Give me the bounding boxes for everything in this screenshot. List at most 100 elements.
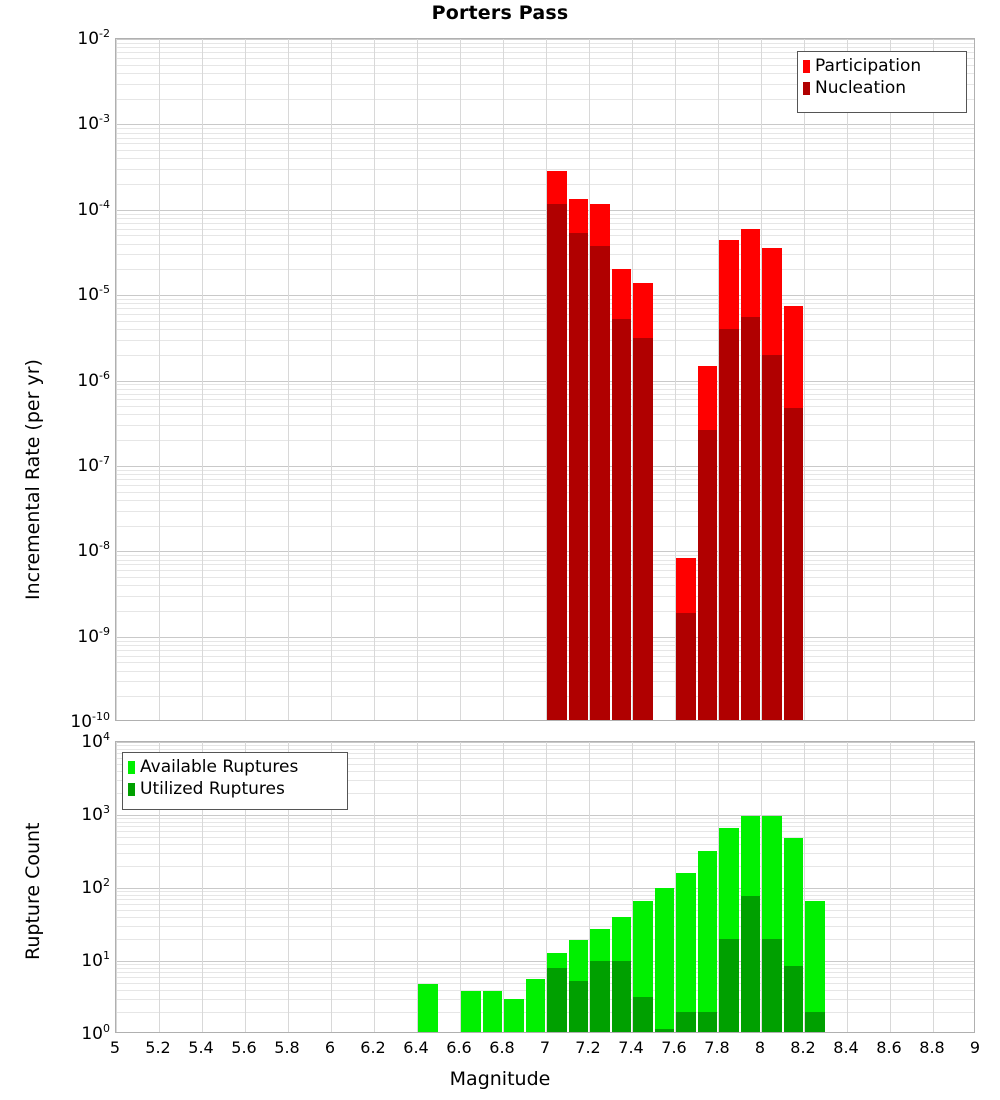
bar-group <box>805 742 825 1032</box>
legend-swatch-icon <box>803 81 810 95</box>
bar-segment-inner <box>762 354 782 720</box>
bar-segment-outer <box>504 999 524 1032</box>
bar-group <box>697 742 717 1032</box>
grid-line-minor <box>116 414 974 415</box>
bar-group <box>568 39 588 720</box>
bar-group <box>504 742 524 1032</box>
grid-line-minor <box>116 656 974 657</box>
grid-line-minor <box>116 214 974 215</box>
grid-line-vertical <box>847 39 848 720</box>
grid-line-minor <box>116 650 974 651</box>
grid-line-minor <box>116 968 974 969</box>
tick-mantissa: 10 <box>81 877 103 898</box>
x-axis-tick-label: 8.8 <box>919 1038 945 1057</box>
bar-segment-inner <box>719 329 739 720</box>
grid-line-major <box>116 39 974 40</box>
top-legend: Participation Nucleation <box>797 51 967 113</box>
bar-group <box>633 742 653 1032</box>
legend-swatch-icon <box>803 59 810 73</box>
bar-segment-inner <box>783 966 803 1032</box>
tick-exponent: -2 <box>99 27 110 41</box>
grid-line-vertical <box>632 39 633 720</box>
bar-group <box>611 742 631 1032</box>
grid-line-minor <box>116 990 974 991</box>
x-axis-tick-label: 8.2 <box>790 1038 816 1057</box>
grid-line-minor <box>116 895 974 896</box>
grid-line-vertical <box>503 742 504 1032</box>
bar-group <box>482 742 502 1032</box>
bar-segment-inner <box>547 968 567 1032</box>
bar-group <box>461 742 481 1032</box>
grid-line-minor <box>116 926 974 927</box>
bar-segment-inner <box>590 960 610 1032</box>
grid-line-minor <box>116 910 974 911</box>
tick-mantissa: 10 <box>77 114 100 135</box>
grid-line-minor <box>116 1012 974 1013</box>
legend-label: Nucleation <box>815 77 907 98</box>
grid-line-vertical <box>589 39 590 720</box>
top-y-axis-ticks: 10-2 10-3 10-4 10-5 10-6 10-7 10-8 10-9 10-10 <box>0 0 110 1100</box>
grid-line-minor <box>116 65 974 66</box>
grid-line-minor <box>116 611 974 612</box>
grid-line-minor <box>116 138 974 139</box>
grid-line-minor <box>116 511 974 512</box>
bar-group <box>740 742 760 1032</box>
grid-line-minor <box>116 425 974 426</box>
legend-row: Available Ruptures <box>128 756 340 778</box>
x-axis-tick-label: 6 <box>324 1038 336 1057</box>
tick-mantissa: 10 <box>77 370 100 391</box>
x-axis-tick-label: 7 <box>539 1038 551 1057</box>
bar-segment-inner <box>740 896 760 1032</box>
grid-line-minor <box>116 474 974 475</box>
legend-label: Participation <box>815 55 922 76</box>
grid-line-minor <box>116 329 974 330</box>
x-axis-tick-label: 6.2 <box>360 1038 386 1057</box>
y-axis-tick-label: 10-7 <box>2 454 110 476</box>
grid-line-minor <box>116 780 974 781</box>
grid-line-minor <box>116 822 974 823</box>
legend-row: Participation <box>803 55 959 77</box>
grid-line-minor <box>116 128 974 129</box>
grid-line-minor <box>116 500 974 501</box>
bar-group <box>547 39 567 720</box>
grid-line-vertical <box>718 742 719 1032</box>
tick-mantissa: 10 <box>77 541 100 562</box>
grid-line-minor <box>116 299 974 300</box>
x-axis-tick-label: 5.4 <box>188 1038 214 1057</box>
grid-line-minor <box>116 143 974 144</box>
grid-line-major <box>116 295 974 296</box>
bottom-legend: Available Ruptures Utilized Ruptures <box>122 752 348 810</box>
bar-segment-outer <box>697 851 717 1032</box>
grid-line-minor <box>116 596 974 597</box>
grid-line-minor <box>116 308 974 309</box>
x-axis-tick-label: 5.8 <box>274 1038 300 1057</box>
grid-line-vertical <box>374 742 375 1032</box>
grid-line-minor <box>116 749 974 750</box>
grid-line-minor <box>116 169 974 170</box>
grid-line-vertical <box>890 39 891 720</box>
x-axis-tick-label: 7.4 <box>618 1038 644 1057</box>
tick-exponent: -3 <box>99 112 110 126</box>
tick-mantissa: 10 <box>81 950 103 971</box>
grid-line-minor <box>116 384 974 385</box>
bar-group <box>783 742 803 1032</box>
grid-line-minor <box>116 555 974 556</box>
bar-group <box>590 39 610 720</box>
grid-line-minor <box>116 133 974 134</box>
x-axis-tick-label: 8.6 <box>876 1038 902 1057</box>
bar-group <box>762 39 782 720</box>
bar-group <box>547 742 567 1032</box>
legend-row: Nucleation <box>803 77 959 99</box>
grid-line-minor <box>116 184 974 185</box>
bar-segment-outer <box>676 873 696 1032</box>
bar-segment-inner <box>633 997 653 1032</box>
grid-line-vertical <box>202 742 203 1032</box>
x-axis-label: Magnitude <box>449 1068 551 1090</box>
tick-exponent: 0 <box>103 1022 110 1036</box>
grid-line-minor <box>116 999 974 1000</box>
bar-group <box>633 39 653 720</box>
grid-line-major <box>116 381 974 382</box>
tick-exponent: 4 <box>103 730 110 744</box>
grid-line-minor <box>116 866 974 867</box>
